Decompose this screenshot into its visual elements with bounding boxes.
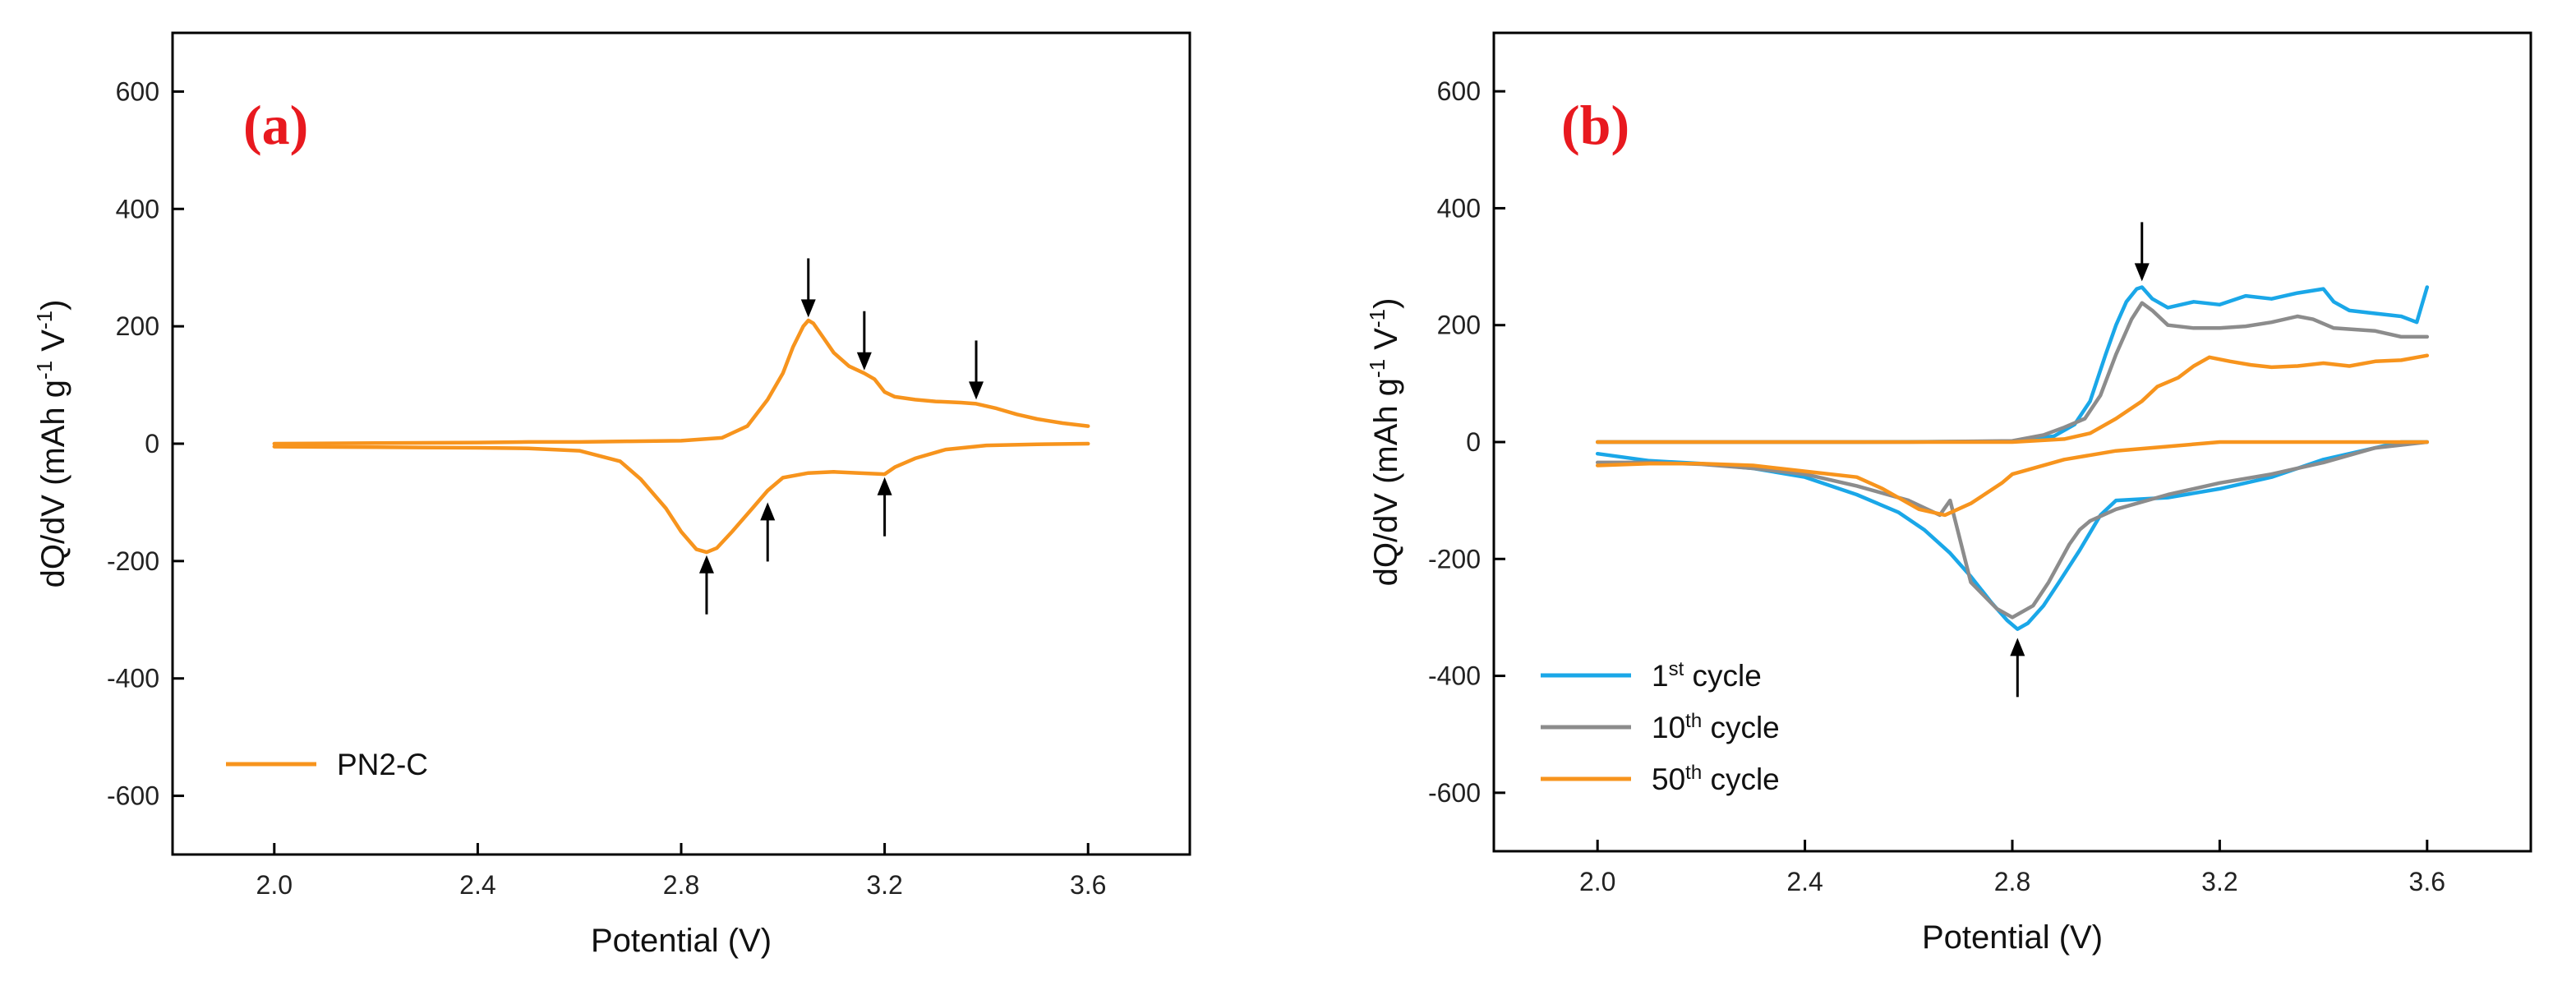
panel-b-x-axis-title: Potential (V) — [1922, 919, 2103, 956]
panel-b-legend-label-sup: st — [1669, 658, 1684, 680]
panel-b-legend-label: 50th cycle — [1652, 762, 1780, 797]
chart-panel-a: 2.0 2.4 2.8 3.2 3.6 -600 -400 -200 0 200 400 600 Pot… — [32, 31, 1191, 959]
panel-b-y-axis-title-sup: -1 — [1365, 359, 1389, 378]
panel-a-x-tick-label: 2.4 — [459, 870, 495, 900]
panel-a-arrow-down-head — [800, 299, 816, 318]
panel-b-label: (b) — [1561, 94, 1629, 156]
panel-a-y-tick-label: -400 — [107, 664, 159, 693]
panel-b-x-tick-label: 3.2 — [2201, 867, 2237, 896]
panel-a-x-tick-label: 2.8 — [663, 870, 699, 900]
panel-b-y-axis-title-mid: V — [1368, 328, 1404, 359]
panel-a-x-axis-title: Potential (V) — [591, 923, 772, 959]
panel-a-arrow-up-head — [877, 477, 892, 495]
panel-b-series-3-charge-line — [1595, 353, 2430, 445]
panel-a-series-1-charge-line — [272, 318, 1090, 446]
panel-a-legend-label: PN2-C — [337, 748, 428, 781]
panel-a-y-tick-label: 400 — [116, 194, 159, 223]
panel-b-y-axis-title-sup: -1 — [1365, 309, 1389, 328]
panel-b-y-tick-label: 600 — [1437, 76, 1481, 106]
panel-b-y-axis-title: dQ/dV (mAh g-1 V-1) — [1365, 298, 1404, 587]
panel-a-y-axis-title-sup: -1 — [32, 311, 57, 329]
panel-a-arrow-up-head — [698, 555, 714, 574]
panel-b-x-tick-label: 2.4 — [1786, 867, 1823, 896]
panel-b-legend-label: 10th cycle — [1652, 710, 1780, 745]
panel-a-x-tick-label: 3.2 — [866, 870, 902, 900]
panel-a-x-tick-label: 2.0 — [256, 870, 293, 900]
panel-a-y-tick-label: 200 — [116, 311, 159, 341]
panel-b-legend-label-suffix: cycle — [1702, 762, 1780, 796]
panel-b-series-2-discharge-line — [1595, 440, 2430, 620]
panel-a-y-axis-title-main: dQ/dV (mAh g — [35, 380, 71, 587]
panel-a-y-axis-title-end: ) — [35, 300, 71, 311]
panel-b-y-axis-title-main: dQ/dV (mAh g — [1368, 378, 1404, 586]
panel-b-series-1-discharge-line — [1595, 440, 2430, 631]
panel-a-arrow-up-head — [760, 502, 776, 521]
chart-panel-b: 2.0 2.4 2.8 3.2 3.6 -600 -400 -200 0 200 400 600 Pot… — [1365, 31, 2532, 956]
panel-b-legend-label-suffix: cycle — [1702, 711, 1780, 744]
panel-b-legend-label-sup: th — [1685, 762, 1702, 784]
panel-a-y-axis-title: dQ/dV (mAh g-1 V-1) — [32, 300, 71, 588]
panel-b-y-tick-label: -400 — [1428, 661, 1481, 691]
panel-b-legend-label-sup: th — [1685, 710, 1702, 732]
panel-b-y-tick-label: -200 — [1428, 544, 1481, 574]
panel-b-x-tick-label: 2.0 — [1579, 867, 1615, 896]
panel-a-y-tick-label: 600 — [116, 76, 159, 106]
panel-b-legend-label: 1st cycle — [1652, 658, 1762, 693]
panel-a-arrow-down-head — [856, 352, 872, 371]
panel-b-y-axis-title-end: ) — [1368, 298, 1404, 309]
panel-a-y-axis-title-sup: -1 — [32, 361, 57, 380]
panel-b-x-tick-label: 2.8 — [1994, 867, 2030, 896]
panel-a-legend-label-main: PN2-C — [337, 748, 428, 781]
panel-b-series-3-discharge-line — [1595, 440, 2430, 518]
panel-a-x-tick-label: 3.6 — [1070, 870, 1106, 900]
panel-a-y-tick-label: -200 — [107, 546, 159, 576]
panel-a-y-tick-label: 0 — [145, 429, 159, 458]
panel-b-y-tick-label: 200 — [1437, 311, 1481, 340]
panel-b-legend-label-main: 50 — [1652, 762, 1685, 796]
panel-b-series-2-charge-line — [1595, 301, 2430, 445]
panel-b-y-tick-label: 400 — [1437, 193, 1481, 223]
panel-a-label: (a) — [243, 94, 308, 156]
panel-b-x-tick-label: 3.6 — [2409, 867, 2445, 896]
panel-b-legend-label-main: 10 — [1652, 711, 1685, 744]
panel-a-y-axis-title-mid: V — [35, 329, 71, 361]
panel-b-arrow-up-head — [2010, 638, 2025, 656]
panel-a-series-1-discharge-line — [272, 441, 1090, 555]
panel-b-y-tick-label: -600 — [1428, 778, 1481, 808]
panel-b-legend-label-suffix: cycle — [1684, 659, 1762, 693]
panel-b-legend-label-main: 1 — [1652, 659, 1669, 693]
panel-a-y-tick-label: -600 — [107, 781, 159, 811]
panel-b-arrow-down-head — [2134, 263, 2150, 282]
panel-b-y-tick-label: 0 — [1466, 427, 1481, 457]
panel-a-arrow-down-head — [969, 381, 984, 400]
